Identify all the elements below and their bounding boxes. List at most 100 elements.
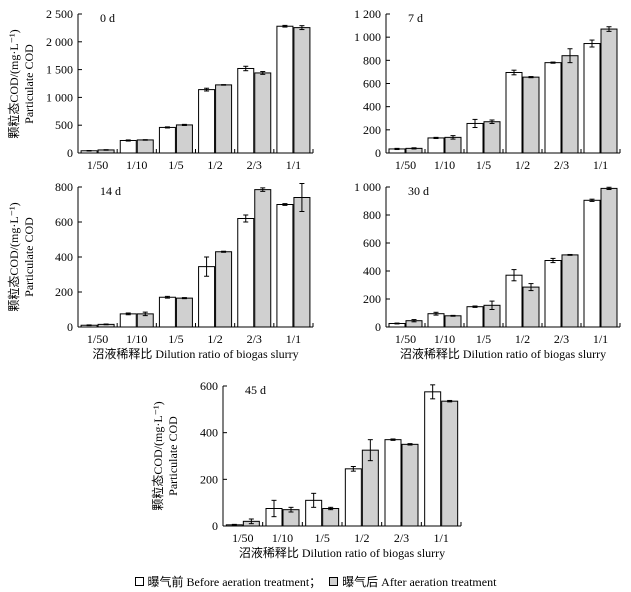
- bar-after-aeration: [175, 124, 193, 154]
- chart-panel: 0 500 1 000 1 500 2 000 2 500 1/50 1/10 1/5 1/2 2/…: [6, 7, 314, 172]
- chart-panel: 0 200 400 600 800 1/50 1/10 1/5 1/2 2/3 1/1 14 d 颗粒态…: [6, 180, 314, 361]
- legend-item-after: 曝气后 After aeration treatment: [329, 573, 496, 590]
- y-axis-title-cn: 颗粒态COD/(mg·L⁻¹): [150, 401, 165, 510]
- x-tick-label: 1/1: [286, 332, 301, 346]
- x-tick-label: 1/1: [286, 158, 301, 172]
- bar-before-aeration: [427, 137, 445, 154]
- y-tick-label: 600: [363, 77, 381, 91]
- x-tick-label: 1/10: [272, 531, 293, 545]
- y-axis-title-cn: 颗粒态COD/(mg·L⁻¹): [6, 29, 21, 138]
- x-tick-label: 1/50: [395, 158, 416, 172]
- x-tick-label: 1/5: [476, 332, 491, 346]
- y-tick-label: 200: [363, 123, 381, 137]
- y-tick-label: 400: [363, 264, 381, 278]
- y-tick-label: 1 000: [354, 180, 381, 194]
- bar-before-aeration: [583, 199, 601, 328]
- x-tick-label: 1/1: [433, 531, 448, 545]
- y-tick-label: 0: [212, 519, 218, 533]
- bar-after-aeration: [215, 251, 233, 328]
- panel-label: 14 d: [100, 184, 121, 198]
- y-axis-title-en: Particulate COD: [22, 217, 36, 297]
- bar-after-aeration: [561, 55, 579, 154]
- panel-label: 30 d: [408, 184, 429, 198]
- bar-before-aeration: [544, 260, 562, 328]
- legend-swatch-after: [329, 576, 339, 586]
- x-tick-label: 1/5: [476, 158, 491, 172]
- bar-after-aeration: [444, 136, 462, 154]
- x-tick-label: 1/1: [593, 332, 608, 346]
- x-axis-title: 沼液稀释比 Dilution ratio of biogas slurry: [400, 346, 606, 361]
- panel-label: 45 d: [245, 383, 266, 397]
- y-tick-label: 200: [200, 472, 218, 486]
- bar-after-aeration: [322, 508, 340, 527]
- bar-before-aeration: [466, 306, 484, 328]
- bar-after-aeration: [522, 76, 540, 154]
- x-tick-label: 1/2: [207, 158, 222, 172]
- bar-before-aeration: [237, 67, 255, 154]
- bar-after-aeration: [254, 72, 272, 154]
- y-tick-label: 2 500: [46, 7, 73, 21]
- bar-before-aeration: [237, 218, 255, 328]
- x-tick-label: 1/5: [168, 158, 183, 172]
- bar-after-aeration: [600, 187, 618, 328]
- bar-after-aeration: [361, 449, 379, 527]
- x-tick-label: 1/50: [87, 332, 108, 346]
- bar-before-aeration: [119, 139, 137, 154]
- x-tick-label: 1/2: [515, 158, 530, 172]
- panel-label: 7 d: [408, 11, 423, 25]
- bar-after-aeration: [254, 189, 272, 328]
- bar-before-aeration: [384, 439, 402, 527]
- bar-after-aeration: [444, 315, 462, 328]
- y-tick-label: 2 000: [46, 35, 73, 49]
- bar-before-aeration: [583, 43, 601, 154]
- x-tick-label: 2/3: [554, 158, 569, 172]
- bar-before-aeration: [505, 71, 523, 154]
- y-tick-label: 0: [375, 320, 381, 334]
- x-tick-label: 1/5: [168, 332, 183, 346]
- panel-label: 0 d: [100, 11, 115, 25]
- x-tick-label: 1/50: [87, 158, 108, 172]
- legend-label-after: 曝气后 After aeration treatment: [342, 574, 497, 589]
- bar-before-aeration: [198, 89, 216, 154]
- y-tick-label: 200: [55, 285, 73, 299]
- bar-before-aeration: [427, 313, 445, 328]
- chart-panel: 0 200 400 600 1/50 1/10 1/5 1/2 2/3 1/1 45 d 颗粒态COD…: [150, 379, 462, 560]
- bar-after-aeration: [600, 28, 618, 154]
- y-tick-label: 600: [363, 236, 381, 250]
- bar-after-aeration: [441, 400, 459, 527]
- bar-before-aeration: [424, 391, 442, 527]
- chart-panel: 0 200 400 600 800 1 000 1 200 1/50 1/10 1/5 1/2 2/3…: [354, 7, 621, 172]
- bar-after-aeration: [175, 297, 193, 328]
- x-tick-label: 2/3: [394, 531, 409, 545]
- y-tick-label: 800: [55, 180, 73, 194]
- y-tick-label: 1 200: [354, 7, 381, 21]
- y-tick-label: 1 000: [46, 90, 73, 104]
- x-tick-label: 1/50: [395, 332, 416, 346]
- y-axis-title-en: Particulate COD: [166, 416, 180, 496]
- legend: 曝气前 Before aeration treatment； 曝气后 After…: [0, 572, 631, 590]
- bar-after-aeration: [293, 197, 311, 328]
- bar-before-aeration: [119, 313, 137, 328]
- x-tick-label: 1/10: [434, 158, 455, 172]
- x-tick-label: 1/2: [354, 531, 369, 545]
- legend-swatch-before: [134, 576, 144, 586]
- y-tick-label: 800: [363, 208, 381, 222]
- y-tick-label: 600: [55, 215, 73, 229]
- x-tick-label: 1/10: [126, 158, 147, 172]
- bar-after-aeration: [522, 286, 540, 328]
- y-tick-label: 0: [375, 146, 381, 160]
- chart-panel: 0 200 400 600 800 1 000 1/50 1/10 1/5 1/2 2/3 1/1 30…: [354, 180, 621, 361]
- bar-before-aeration: [276, 25, 294, 154]
- x-tick-label: 1/10: [434, 332, 455, 346]
- y-axis-title-cn: 颗粒态COD/(mg·L⁻¹): [6, 202, 21, 311]
- y-tick-label: 500: [55, 118, 73, 132]
- y-tick-label: 400: [200, 426, 218, 440]
- x-tick-label: 2/3: [247, 158, 262, 172]
- y-tick-label: 1 500: [46, 63, 73, 77]
- bar-before-aeration: [158, 126, 176, 154]
- x-tick-label: 1/2: [207, 332, 222, 346]
- x-tick-label: 1/10: [126, 332, 147, 346]
- x-axis-title: 沼液稀释比 Dilution ratio of biogas slurry: [92, 346, 298, 361]
- y-tick-label: 0: [67, 320, 73, 334]
- y-tick-label: 800: [363, 53, 381, 67]
